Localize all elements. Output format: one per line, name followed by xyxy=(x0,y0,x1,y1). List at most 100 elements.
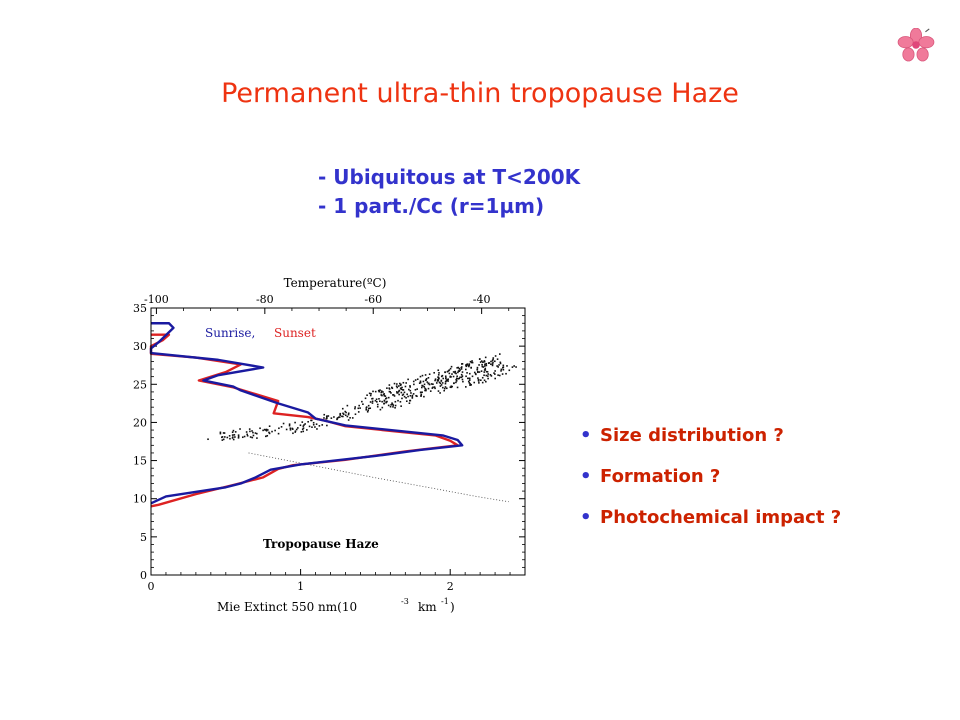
temperature-point xyxy=(387,396,390,399)
temperature-point xyxy=(304,423,306,425)
temperature-point xyxy=(280,426,283,428)
temperature-point xyxy=(460,368,463,370)
temperature-point xyxy=(344,410,347,413)
bullet-photochemical-impact: • Photochemical impact ? xyxy=(580,507,841,548)
temperature-point xyxy=(459,376,461,379)
temperature-point xyxy=(424,387,426,390)
top-bullet-list: - Ubiquitous at T<200K - 1 part./Cc (r=1… xyxy=(318,163,580,221)
temperature-point xyxy=(379,389,381,391)
temperature-point xyxy=(439,392,441,394)
temperature-point xyxy=(413,383,415,386)
temperature-point xyxy=(232,438,235,441)
temperature-point xyxy=(239,428,241,430)
temperature-point xyxy=(294,430,297,432)
temperature-point xyxy=(515,366,517,368)
temperature-point xyxy=(446,379,448,382)
temperature-point xyxy=(496,365,498,367)
temperature-point xyxy=(289,429,292,431)
temperature-point xyxy=(232,436,234,438)
temperature-point xyxy=(441,374,444,377)
temperature-point xyxy=(395,385,398,387)
temperature-point xyxy=(449,367,452,370)
temperature-point xyxy=(277,432,280,435)
temperature-point xyxy=(491,359,494,362)
temperature-point xyxy=(325,415,328,417)
temperature-point xyxy=(306,429,308,431)
temperature-point xyxy=(379,400,381,402)
temperature-point xyxy=(265,435,267,438)
temperature-point xyxy=(465,386,467,388)
temperature-point xyxy=(341,407,344,410)
temperature-point xyxy=(354,413,357,416)
temperature-point xyxy=(294,431,297,433)
temperature-point xyxy=(423,386,426,388)
temperature-point xyxy=(390,403,392,406)
temperature-point xyxy=(392,406,394,408)
temperature-point xyxy=(376,405,379,408)
temperature-point xyxy=(232,429,235,432)
temperature-point xyxy=(294,421,296,424)
temperature-point xyxy=(301,421,304,423)
temperature-point xyxy=(475,373,477,376)
temperature-point xyxy=(470,367,472,369)
temperature-point xyxy=(421,384,423,387)
temperature-point xyxy=(265,429,268,432)
temperature-point xyxy=(476,370,479,373)
temperature-point xyxy=(480,379,482,381)
temperature-point xyxy=(245,431,248,433)
top-axis-label: Temperature(ºC) xyxy=(284,276,387,290)
temperature-point xyxy=(404,385,407,388)
temperature-point xyxy=(469,384,471,386)
temperature-point xyxy=(466,363,469,366)
temperature-point xyxy=(481,376,484,379)
temperature-point xyxy=(473,381,476,384)
temperature-point xyxy=(266,434,269,437)
temperature-point xyxy=(219,432,222,435)
top-tick-label: -40 xyxy=(473,293,491,306)
temperature-point xyxy=(400,388,403,391)
temperature-point xyxy=(483,379,486,382)
temperature-point xyxy=(314,426,316,428)
temperature-point xyxy=(303,424,305,426)
temperature-point xyxy=(420,393,423,396)
temperature-point xyxy=(414,388,417,391)
temperature-point xyxy=(421,391,423,394)
temperature-point xyxy=(443,389,445,392)
temperature-point xyxy=(483,360,486,362)
y-tick-label: 30 xyxy=(133,340,147,353)
temperature-point xyxy=(403,391,406,394)
temperature-point xyxy=(268,432,271,435)
temperature-point xyxy=(440,384,443,386)
temperature-point xyxy=(361,400,363,403)
haze-profile-chart: 0 5 10 15 20 25 30 35 0 1 2 -100 -80 -60 -40 Temperatu… xyxy=(133,276,526,614)
y-tick-label: 25 xyxy=(133,378,147,391)
temperature-point xyxy=(266,429,269,431)
temperature-point xyxy=(369,394,372,397)
x-axis-exp-2: -1 xyxy=(441,597,449,606)
top-bullet-particles: - 1 part./Cc (r=1µm) xyxy=(318,194,545,218)
temperature-point xyxy=(467,364,470,367)
y-tick-label: 10 xyxy=(133,493,147,506)
temperature-point xyxy=(479,361,482,363)
temperature-point xyxy=(455,381,457,384)
temperature-point xyxy=(219,431,222,434)
temperature-point xyxy=(416,388,418,390)
temperature-point xyxy=(336,417,339,419)
temperature-point xyxy=(419,380,422,383)
bullet-formation: • Formation ? xyxy=(580,466,841,507)
temperature-point xyxy=(264,429,267,431)
x-axis-label-close: ) xyxy=(450,600,455,614)
temperature-point xyxy=(367,404,370,407)
temperature-point xyxy=(252,434,255,437)
temperature-point xyxy=(468,364,471,366)
temperature-point xyxy=(344,414,347,417)
temperature-point xyxy=(427,387,430,390)
temperature-point xyxy=(401,386,403,389)
temperature-point xyxy=(443,387,446,390)
temperature-point xyxy=(505,372,507,375)
temperature-point xyxy=(429,390,432,392)
top-tick-label: -100 xyxy=(144,293,169,306)
bullet-dot: • xyxy=(580,466,592,487)
temperature-point xyxy=(398,390,400,393)
temperature-point xyxy=(312,423,315,426)
